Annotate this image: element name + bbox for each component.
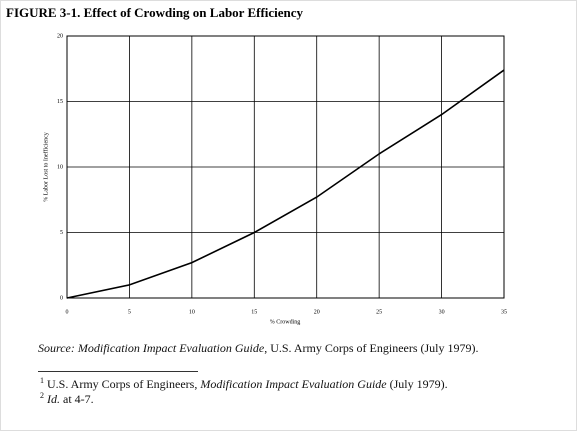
source-label: Source: — [38, 341, 75, 355]
footnote-rule — [38, 371, 198, 372]
x-tick-label: 0 — [66, 309, 69, 315]
footnote-marker: 2 — [40, 391, 44, 400]
footnote: 1 U.S. Army Corps of Engineers, Modifica… — [40, 376, 448, 392]
footnote-rest: (July 1979). — [389, 377, 448, 391]
y-tick-label: 5 — [60, 230, 63, 236]
source-rest: , U.S. Army Corps of Engineers (July 197… — [264, 341, 479, 355]
x-tick-label: 35 — [501, 309, 507, 315]
x-tick-label: 20 — [314, 309, 320, 315]
x-tick-label: 30 — [439, 309, 445, 315]
source-title: Modification Impact Evaluation Guide — [77, 341, 265, 355]
x-tick-label: 25 — [376, 309, 382, 315]
y-tick-label: 0 — [60, 295, 63, 301]
y-tick-label: 15 — [57, 99, 63, 105]
chart-title: FIGURE 3-1. Effect of Crowding on Labor … — [6, 5, 304, 20]
line — [66, 69, 505, 299]
footnote-marker: 1 — [40, 376, 44, 385]
source-line: Source: Modification Impact Evaluation G… — [38, 341, 479, 356]
footnote: 2 Id. at 4-7. — [40, 391, 94, 407]
x-tick-label: 15 — [251, 309, 257, 315]
x-tick-label: 10 — [189, 309, 195, 315]
y-tick-label: 20 — [57, 33, 63, 39]
y-axis-label: % Labor Lost to Inefficiency — [42, 132, 49, 202]
x-axis-label: % Crowding — [270, 319, 301, 325]
footnote-title: Id. — [47, 392, 60, 406]
y-tick-label: 10 — [57, 164, 63, 170]
footnote-text: U.S. Army Corps of Engineers, — [47, 377, 198, 391]
footnote-title: Modification Impact Evaluation Guide — [200, 377, 387, 391]
footnote-rest: at 4-7. — [63, 392, 94, 406]
x-tick-label: 5 — [128, 309, 131, 315]
